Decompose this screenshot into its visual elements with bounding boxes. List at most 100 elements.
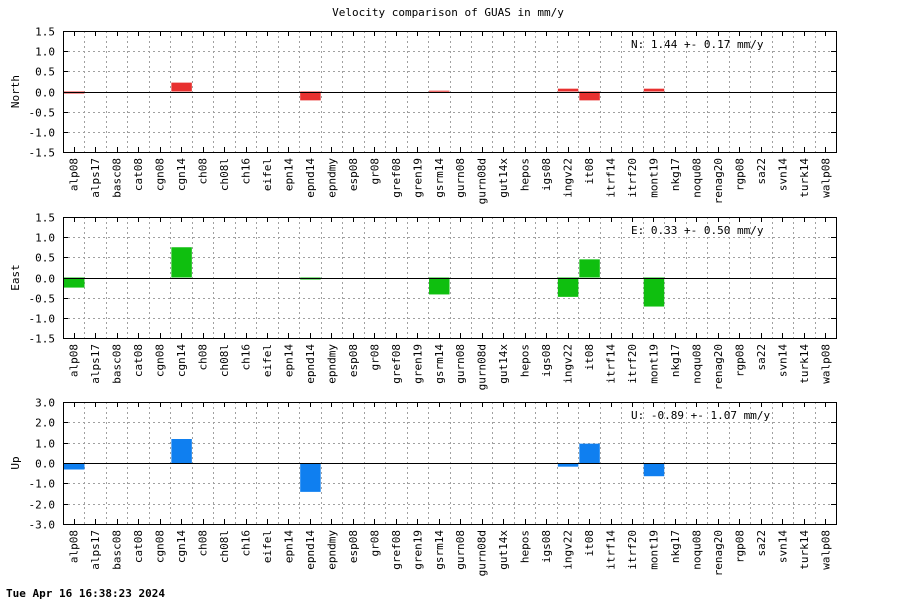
y-tick-label: 1.0 [35,438,55,451]
x-category-label: ingv22 [562,344,575,384]
x-category-label: gref08 [390,158,403,198]
x-category-label: ch08 [197,530,210,557]
bar-gsrm14 [429,90,450,92]
y-tick-label: -1.0 [29,313,56,326]
x-category-label: basc08 [111,530,124,570]
x-category-label: rgp08 [733,158,746,191]
x-category-label: gsrm14 [433,344,446,384]
x-category-label: gurn08 [454,344,467,384]
x-category-label: epn14 [282,530,295,563]
x-category-label: noqu08 [690,158,703,198]
x-category-label: gren19 [411,158,424,198]
x-category-label: epnd14 [304,344,317,384]
chart-title: Velocity comparison of GUAS in mm/y [332,6,564,19]
x-category-label: igs08 [540,344,553,377]
bar-alp08 [64,463,85,470]
x-category-label: hepos [519,158,532,191]
x-category-label: cgn14 [175,530,188,563]
y-tick-label: -0.5 [29,107,56,120]
y-tick-label: 0.5 [35,66,55,79]
x-category-label: gref08 [390,530,403,570]
panel-east: 1.5 1.0 0.5 0.0 -0.5 -1.0 -1.5 alp08 alps17 basc0… [9,212,837,390]
x-category-label: turk14 [798,344,811,384]
x-category-label: gurn08 [454,158,467,198]
y-tick-label: 1.5 [35,26,55,39]
x-category-label: epnd14 [304,530,317,570]
x-category-label: itrf20 [626,530,639,570]
x-category-label: alp08 [68,530,81,563]
x-category-label: gut14x [497,344,510,384]
x-category-label: mont19 [647,344,660,384]
x-category-label: basc08 [111,344,124,384]
x-category-label: renag20 [712,344,725,390]
y-tick-label: 0.0 [35,273,55,286]
bar-cgn14 [171,247,192,278]
x-category-label: gref08 [390,344,403,384]
x-category-label: epn14 [282,344,295,377]
x-category-label: epndmy [325,158,338,198]
x-category-label: renag20 [712,530,725,576]
x-category-label: ch08 [197,158,210,185]
x-category-label: cgn08 [154,344,167,377]
bar-mont19 [643,88,665,92]
x-category-label: epndmy [325,530,338,570]
x-category-label: gurn08 [454,530,467,570]
x-category-label: gurn08d [476,344,489,390]
x-category-label: nkg17 [669,344,682,377]
x-category-label: alps17 [89,158,102,198]
y-tick-label: 0.5 [35,252,55,265]
x-category-label: itrf14 [605,158,618,198]
x-category-label: epndmy [325,344,338,384]
x-category-label: itrf14 [605,530,618,570]
x-category-label: cgn14 [175,158,188,191]
y-tick-label: -0.5 [29,293,56,306]
x-category-label: igs08 [540,158,553,191]
x-category-label: walp08 [819,530,832,570]
x-category-label: ch08 [197,344,210,371]
x-category-label: hepos [519,530,532,563]
y-tick-label: 3.0 [35,397,55,410]
x-category-label: cat08 [132,344,145,377]
y-tick-label: 0.0 [35,458,55,471]
panel-north: 1.5 1.0 0.5 0.0 -0.5 -1.0 -1.5 alp08 alps17 basc0… [9,26,837,204]
y-tick-label: 2.0 [35,417,55,430]
x-category-label: alps17 [89,344,102,384]
x-category-label: ch08l [218,344,231,377]
bar-alp08 [64,277,85,288]
x-category-label: gut14x [497,158,510,198]
x-category-label: gr08 [368,158,381,185]
x-category-label: gurn08d [476,158,489,204]
bar-cgn14 [171,439,192,463]
y-tick-label: 0.0 [35,87,55,100]
x-category-label: eifel [261,344,274,377]
x-category-label: ingv22 [562,530,575,570]
x-category-label: alp08 [68,344,81,377]
x-category-label: alp08 [68,158,81,191]
x-category-label: it08 [583,158,596,185]
x-category-label: gren19 [411,530,424,570]
x-category-label: cat08 [132,530,145,563]
x-category-label: svn14 [776,344,789,377]
x-category-label: ch08l [218,530,231,563]
x-category-label: renag20 [712,158,725,204]
bar-ingv22 [557,463,579,467]
stat-annotation: E: 0.33 +- 0.50 mm/y [631,224,764,237]
x-category-label: rgp08 [733,530,746,563]
x-category-label: epn14 [282,158,295,191]
x-category-label: walp08 [819,344,832,384]
x-category-label: gurn08d [476,530,489,576]
bar-ingv22 [557,88,579,92]
x-category-label: ingv22 [562,158,575,198]
timestamp-footer: Tue Apr 16 16:38:23 2024 [6,587,165,600]
x-category-label: gren19 [411,344,424,384]
x-category-label: cgn08 [154,158,167,191]
y-tick-label: -1.5 [29,147,56,160]
panel-up: 3.0 2.0 1.0 0.0 -1.0 -2.0 -3.0 alp08 alps17 basc0… [9,397,837,576]
x-category-label: walp08 [819,158,832,198]
stat-annotation: N: 1.44 +- 0.17 mm/y [631,38,764,51]
x-category-label: cat08 [132,158,145,191]
x-category-label: turk14 [798,530,811,570]
x-category-label: gut14x [497,530,510,570]
x-category-label: rgp08 [733,344,746,377]
stat-annotation: U: -0.89 +- 1.07 mm/y [631,409,770,422]
